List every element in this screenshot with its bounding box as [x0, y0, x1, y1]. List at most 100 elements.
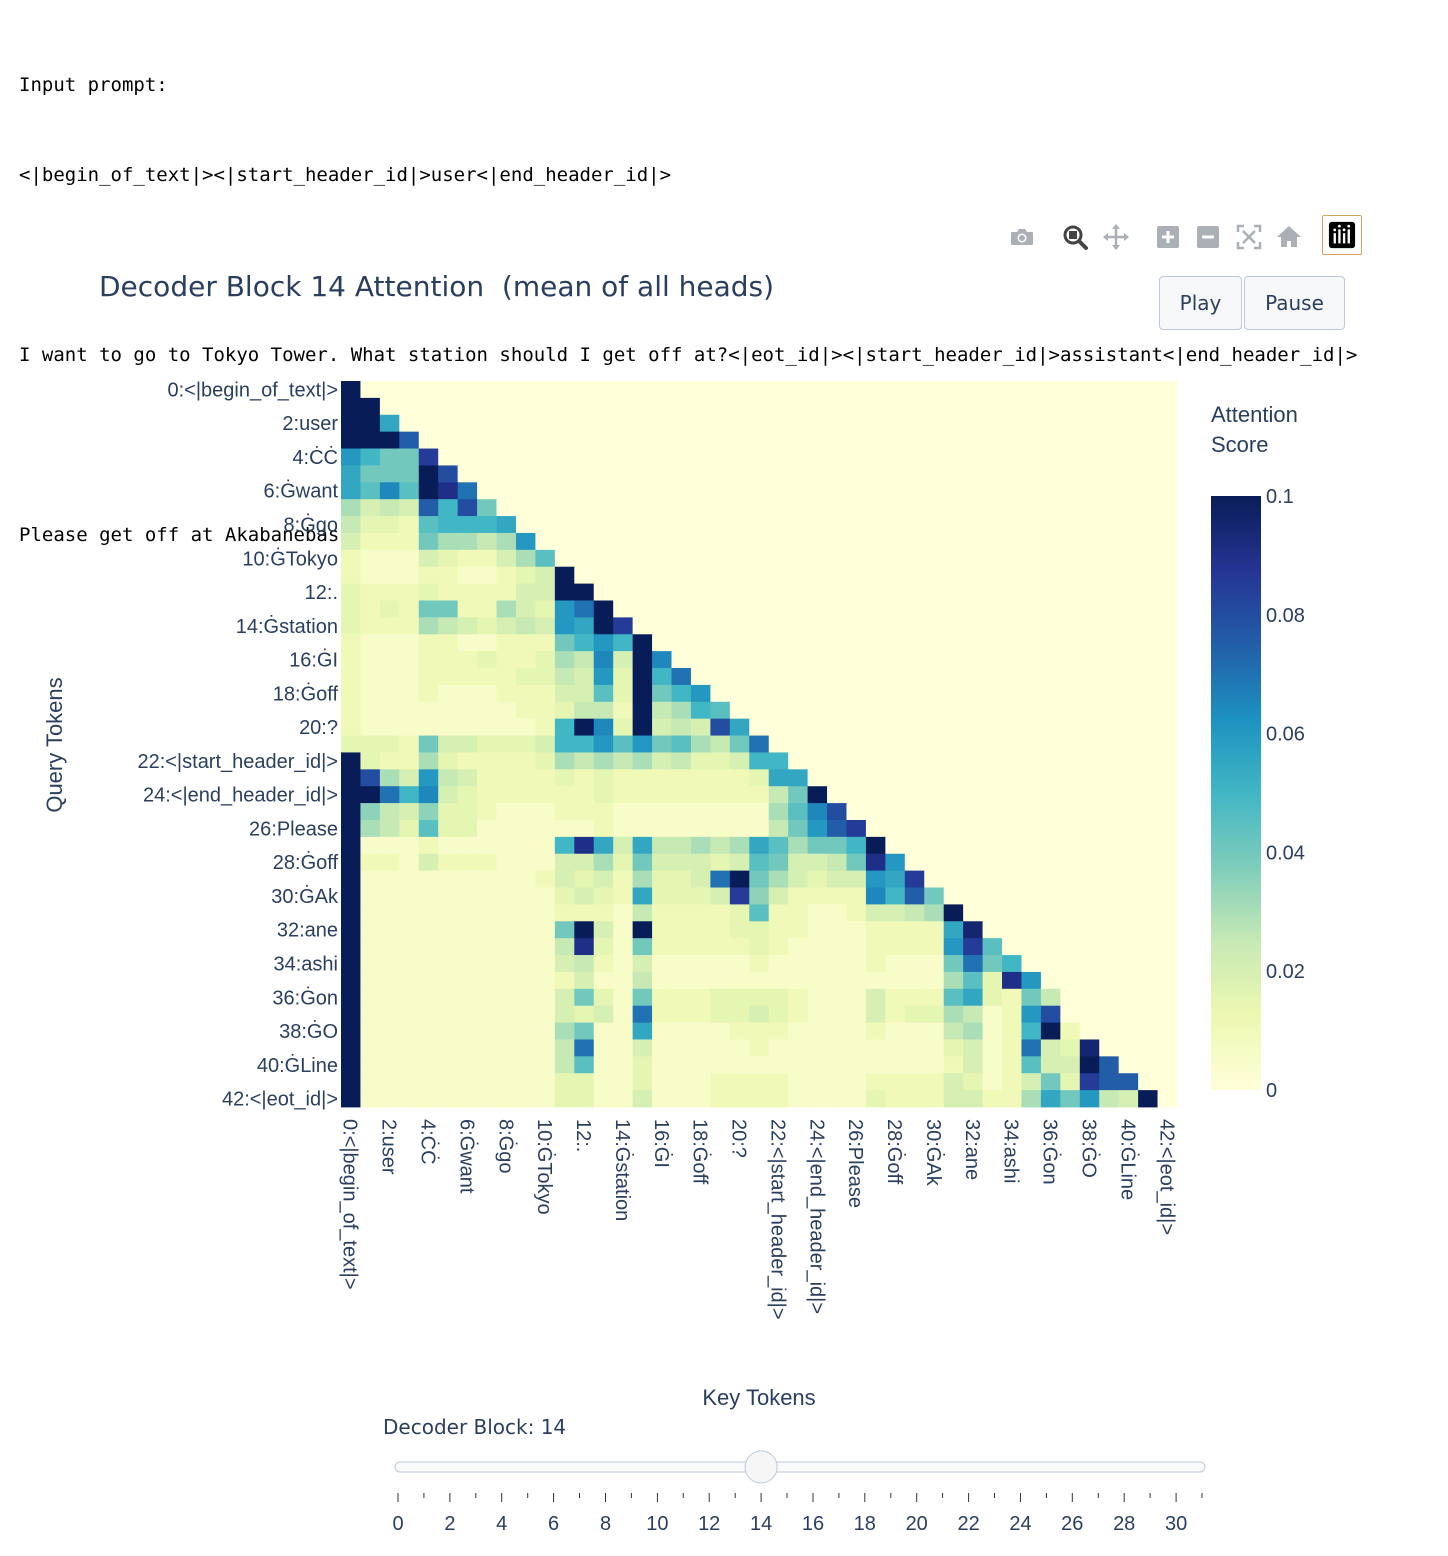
heatmap-cell[interactable] [438, 600, 459, 618]
heatmap-cell[interactable] [788, 870, 808, 888]
heatmap-cell[interactable] [613, 499, 634, 517]
heatmap-cell[interactable] [341, 651, 361, 669]
heatmap-cell[interactable] [963, 971, 983, 990]
heatmap-cell[interactable] [846, 1005, 867, 1023]
heatmap-cell[interactable] [982, 752, 1003, 770]
heatmap-cell[interactable] [963, 668, 983, 686]
heatmap-cell[interactable] [418, 499, 439, 517]
heatmap-cell[interactable] [574, 1090, 595, 1108]
heatmap-cell[interactable] [379, 381, 400, 399]
heatmap-cell[interactable] [924, 1056, 945, 1074]
heatmap-cell[interactable] [1138, 617, 1158, 635]
heatmap-cell[interactable] [515, 735, 536, 753]
heatmap-cell[interactable] [904, 853, 925, 872]
heatmap-cell[interactable] [535, 735, 556, 753]
heatmap-cell[interactable] [807, 448, 828, 466]
heatmap-cell[interactable] [1157, 701, 1178, 720]
heatmap-cell[interactable] [807, 718, 828, 736]
heatmap-cell[interactable] [574, 532, 595, 551]
heatmap-cell[interactable] [341, 836, 361, 855]
heatmap-cell[interactable] [924, 1073, 945, 1091]
heatmap-cell[interactable] [652, 583, 672, 601]
heatmap-cell[interactable] [418, 431, 439, 449]
heatmap-cell[interactable] [827, 735, 847, 753]
heatmap-cell[interactable] [885, 735, 906, 753]
heatmap-cell[interactable] [438, 532, 459, 551]
heatmap-cell[interactable] [963, 1073, 983, 1091]
heatmap-cell[interactable] [399, 752, 420, 770]
heatmap-cell[interactable] [515, 465, 536, 483]
heatmap-cell[interactable] [477, 887, 497, 905]
heatmap-cell[interactable] [1021, 600, 1042, 618]
heatmap-cell[interactable] [554, 1022, 575, 1040]
heatmap-cell[interactable] [982, 836, 1003, 855]
heatmap-cell[interactable] [1002, 1056, 1022, 1074]
heatmap-cell[interactable] [846, 431, 867, 449]
heatmap-cell[interactable] [379, 431, 400, 449]
heatmap-cell[interactable] [341, 718, 361, 736]
heatmap-cell[interactable] [690, 836, 711, 855]
heatmap-cell[interactable] [671, 735, 692, 753]
heatmap-cell[interactable] [963, 887, 983, 905]
heatmap-cell[interactable] [535, 381, 556, 399]
heatmap-cell[interactable] [418, 1005, 439, 1023]
heatmap-cell[interactable] [535, 499, 556, 517]
heatmap-cell[interactable] [632, 1022, 653, 1040]
heatmap-cell[interactable] [554, 516, 575, 534]
heatmap-cell[interactable] [1118, 1056, 1139, 1074]
heatmap-cell[interactable] [438, 516, 459, 534]
heatmap-cell[interactable] [341, 769, 361, 787]
heatmap-cell[interactable] [360, 870, 381, 888]
heatmap-cell[interactable] [807, 600, 828, 618]
heatmap-cell[interactable] [438, 870, 459, 888]
heatmap-cell[interactable] [943, 499, 964, 517]
heatmap-cell[interactable] [1002, 1039, 1022, 1057]
heatmap-cell[interactable] [885, 431, 906, 449]
heatmap-cell[interactable] [1118, 735, 1139, 753]
heatmap-cell[interactable] [924, 1005, 945, 1023]
heatmap-cell[interactable] [457, 397, 478, 416]
heatmap-cell[interactable] [710, 921, 731, 939]
heatmap-cell[interactable] [982, 583, 1003, 601]
heatmap-cell[interactable] [515, 583, 536, 601]
heatmap-cell[interactable] [1118, 786, 1139, 804]
heatmap-cell[interactable] [710, 836, 731, 855]
heatmap-cell[interactable] [477, 684, 497, 703]
heatmap-cell[interactable] [768, 414, 789, 433]
heatmap-cell[interactable] [710, 769, 731, 787]
heatmap-cell[interactable] [341, 1039, 361, 1057]
heatmap-cell[interactable] [438, 668, 459, 686]
heatmap-cell[interactable] [807, 887, 828, 905]
heatmap-cell[interactable] [788, 836, 808, 855]
heatmap-cell[interactable] [535, 448, 556, 466]
heatmap-cell[interactable] [554, 735, 575, 753]
heatmap-cell[interactable] [1099, 887, 1120, 905]
heatmap-cell[interactable] [924, 870, 945, 888]
heatmap-cell[interactable] [1079, 414, 1100, 433]
heatmap-cell[interactable] [904, 431, 925, 449]
heatmap-cell[interactable] [671, 819, 692, 838]
heatmap-cell[interactable] [982, 1056, 1003, 1074]
heatmap-cell[interactable] [710, 904, 731, 922]
heatmap-cell[interactable] [593, 566, 614, 584]
heatmap-cell[interactable] [515, 566, 536, 584]
heatmap-cell[interactable] [438, 414, 459, 433]
heatmap-cell[interactable] [496, 651, 517, 669]
heatmap-cell[interactable] [768, 718, 789, 736]
heatmap-cell[interactable] [457, 634, 478, 652]
heatmap-cell[interactable] [457, 718, 478, 736]
heatmap-cell[interactable] [1118, 718, 1139, 736]
heatmap-cell[interactable] [438, 735, 459, 753]
heatmap-cell[interactable] [477, 431, 497, 449]
heatmap-cell[interactable] [827, 1073, 847, 1091]
heatmap-cell[interactable] [399, 668, 420, 686]
heatmap-cell[interactable] [671, 701, 692, 720]
heatmap-cell[interactable] [652, 701, 672, 720]
heatmap-cell[interactable] [788, 938, 808, 956]
heatmap-cell[interactable] [535, 583, 556, 601]
heatmap-cell[interactable] [729, 904, 750, 922]
heatmap-cell[interactable] [807, 617, 828, 635]
heatmap-cell[interactable] [807, 381, 828, 399]
heatmap-cell[interactable] [749, 1039, 770, 1057]
heatmap-cell[interactable] [749, 971, 770, 990]
